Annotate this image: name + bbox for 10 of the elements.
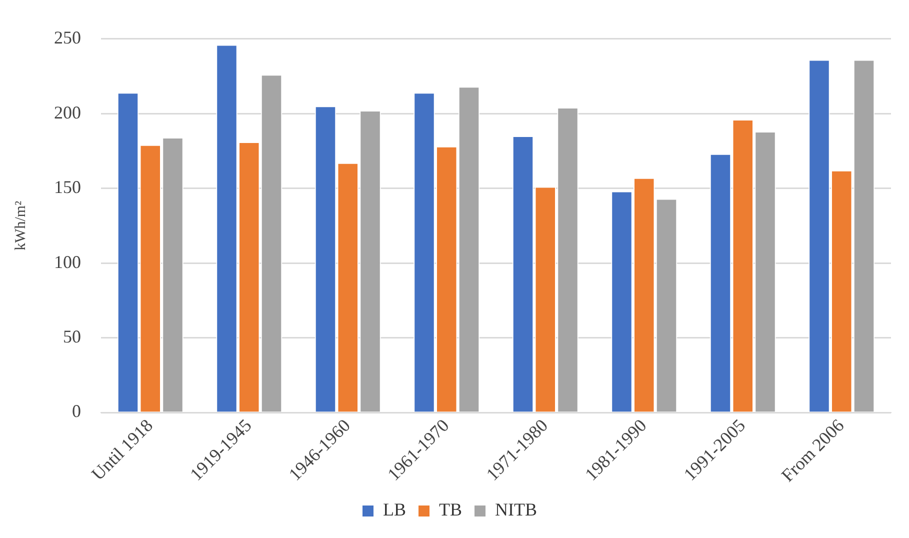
y-axis-title: kWh/m² [12, 200, 29, 250]
legend-label: TB [439, 500, 462, 520]
y-tick-label: 250 [54, 28, 81, 48]
legend-label: NITB [495, 500, 538, 520]
y-tick-label: 100 [54, 252, 81, 272]
y-tick-label: 200 [54, 102, 81, 122]
y-tick-label: 150 [54, 177, 81, 198]
y-tick-label: 0 [72, 401, 81, 422]
y-tick-label: 50 [63, 326, 81, 346]
legend-label: LB [383, 500, 406, 520]
